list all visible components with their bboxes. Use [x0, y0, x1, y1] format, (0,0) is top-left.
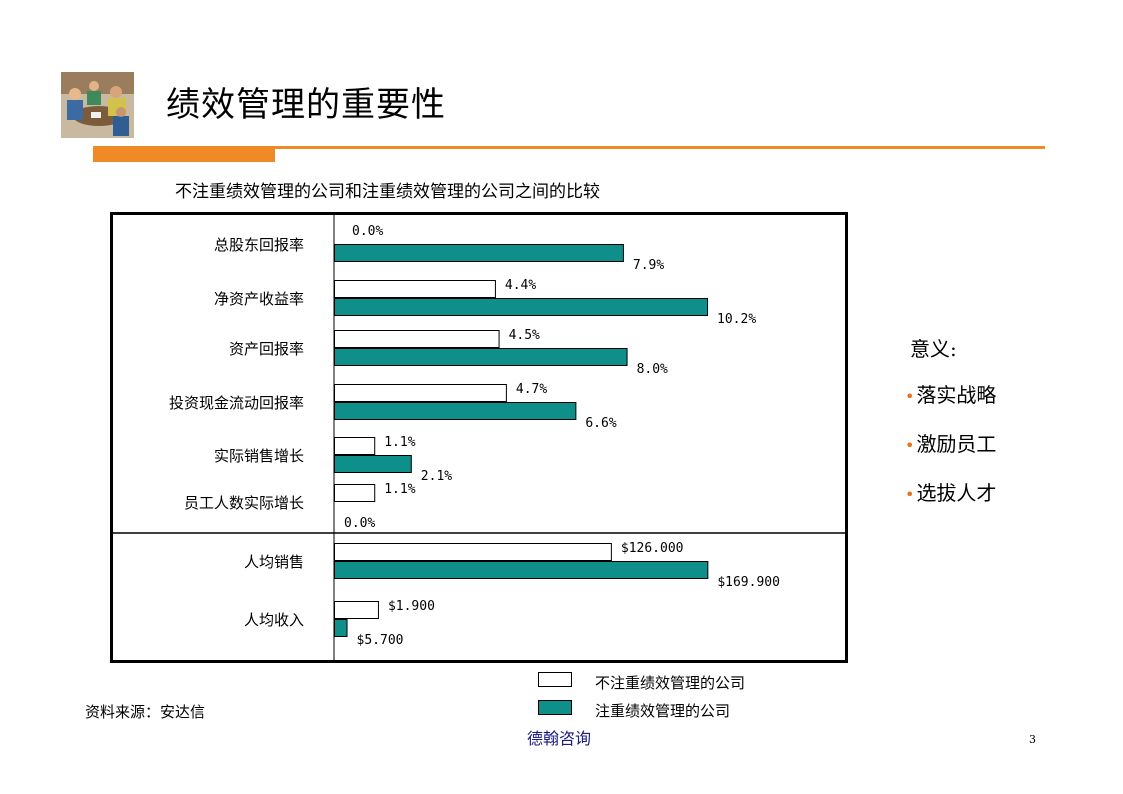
data-label: 0.0%: [344, 516, 375, 531]
bar-no-pm: [334, 330, 500, 348]
legend-swatch-teal: [538, 700, 572, 715]
significance-item: • 激励员工: [905, 432, 997, 456]
data-source-note: 资料来源：安达信: [85, 703, 206, 721]
category-label: 人均销售: [244, 553, 304, 571]
category-label: 资产回报率: [229, 340, 304, 358]
bullet-icon: •: [905, 436, 915, 455]
data-label: 0.0%: [352, 224, 383, 239]
title-underline-rule: [275, 146, 1045, 149]
data-label: $169.900: [717, 575, 780, 590]
data-label: 1.1%: [384, 482, 415, 497]
significance-item: • 选拔人才: [905, 481, 997, 505]
category-label: 总股东回报率: [214, 236, 304, 254]
bar-no-pm: [334, 437, 376, 455]
data-label: 8.0%: [637, 362, 668, 377]
data-label: 4.4%: [505, 278, 536, 293]
data-label: 7.9%: [633, 258, 664, 273]
significance-item: • 落实战略: [905, 383, 997, 407]
data-label: $126.000: [621, 541, 684, 556]
category-label: 人均收入: [244, 611, 304, 629]
bar-no-pm: [334, 543, 612, 561]
data-label: 6.6%: [585, 416, 616, 431]
significance-list: • 落实战略 • 激励员工 • 选拔人才: [905, 382, 996, 529]
category-label: 员工人数实际增长: [184, 494, 304, 512]
chart-title: 不注重绩效管理的公司和注重绩效管理的公司之间的比较: [175, 182, 600, 202]
bullet-icon: •: [905, 387, 915, 406]
legend-swatch-white: [538, 672, 572, 687]
data-label: 4.7%: [516, 382, 547, 397]
category-label: 投资现金流动回报率: [169, 394, 304, 412]
page-title: 绩效管理的重要性: [166, 85, 446, 125]
bar-no-pm: [334, 484, 376, 502]
bar-pm: [334, 298, 709, 316]
bar-pm: [334, 561, 709, 579]
category-label: 净资产收益率: [214, 290, 304, 308]
significance-title: 意义:: [910, 337, 957, 361]
bar-pm: [334, 244, 624, 262]
footer-brand: 德翰咨询: [527, 729, 592, 748]
data-label: $1.900: [388, 599, 435, 614]
meeting-clipart-logo: [61, 72, 134, 138]
bar-pm: [334, 455, 412, 473]
bar-no-pm: [334, 384, 507, 402]
bar-pm: [334, 402, 577, 420]
chart-frame: [110, 212, 848, 663]
data-label: 2.1%: [421, 469, 452, 484]
data-label: 10.2%: [717, 312, 756, 327]
data-label: $5.700: [357, 633, 404, 648]
bar-no-pm: [334, 280, 496, 298]
page-number: 3: [1029, 733, 1036, 746]
bar-no-pm: [334, 601, 379, 619]
title-underline-accent: [93, 146, 275, 162]
bullet-icon: •: [905, 485, 915, 504]
bar-pm: [334, 348, 628, 366]
bar-pm: [334, 619, 348, 637]
category-label: 实际销售增长: [214, 447, 304, 465]
data-label: 1.1%: [384, 435, 415, 450]
data-label: 4.5%: [509, 328, 540, 343]
